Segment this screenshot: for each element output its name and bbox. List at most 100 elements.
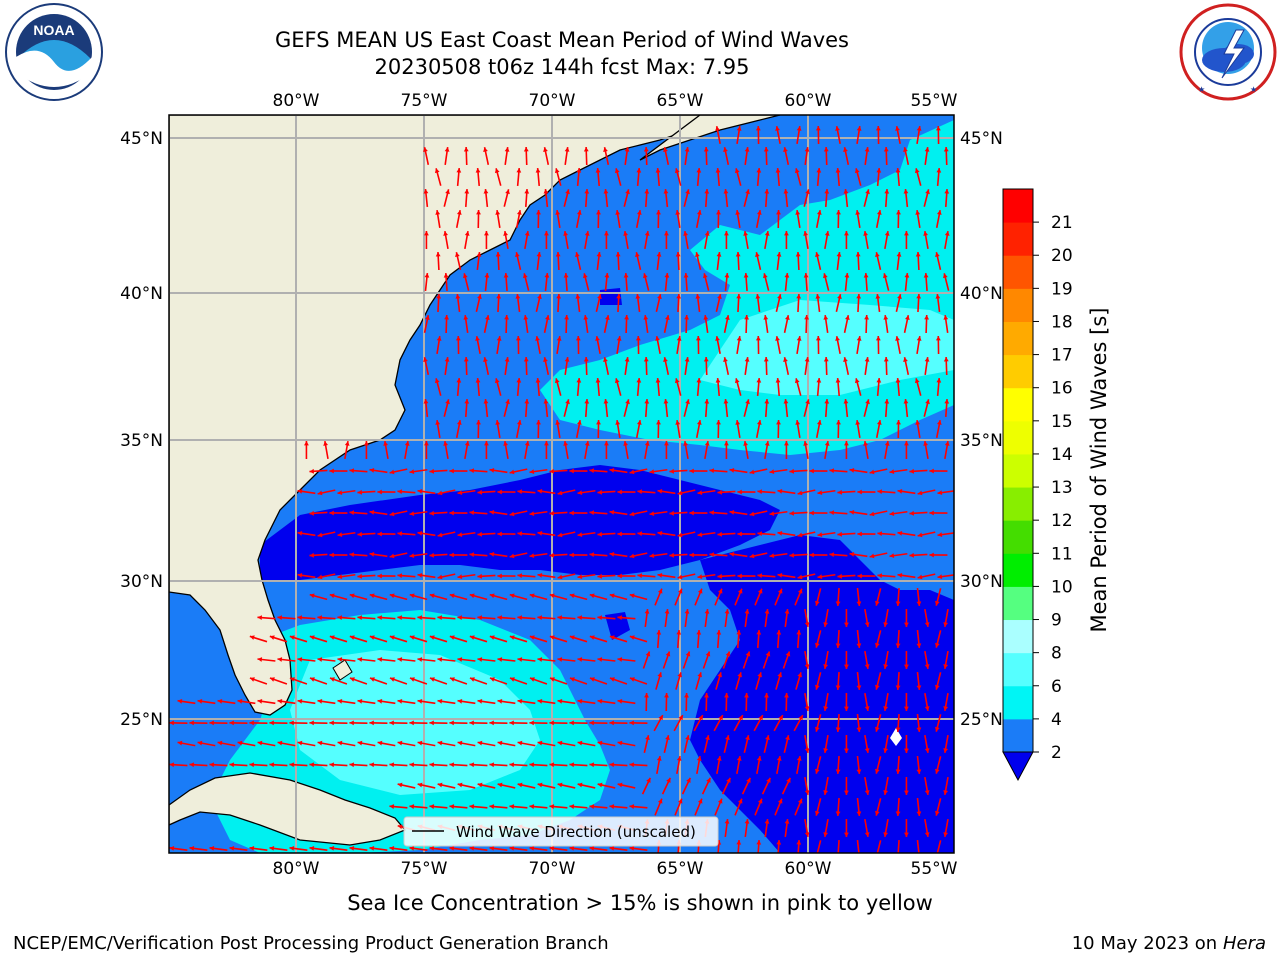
wave-arrow-head (642, 273, 648, 279)
wave-arrow-head (895, 168, 901, 173)
wave-arrow-head (629, 677, 635, 682)
wave-arrow-head (635, 336, 641, 341)
wave-arrow-head (629, 469, 635, 475)
wave-arrow-head (929, 510, 934, 516)
wave-arrow-head (329, 677, 335, 682)
wave-arrow-head (804, 315, 809, 320)
wave-arrow-head (785, 651, 791, 657)
wave-arrow-head (829, 468, 835, 474)
wave-arrow-head (824, 399, 830, 404)
wave-arrow-head (309, 720, 314, 726)
wave-arrow-head (844, 790, 849, 795)
wave-arrow-head (505, 189, 510, 195)
wave-arrow-head (543, 399, 549, 404)
wave-arrow-head (509, 762, 514, 768)
wave-arrow-head (656, 756, 662, 761)
wave-arrow-head (934, 726, 940, 732)
wave-arrow-head (437, 740, 443, 746)
wave-arrow-head (434, 168, 440, 174)
wave-arrow-head (656, 630, 662, 635)
wave-arrow-head (549, 510, 554, 516)
wave-arrow-head (556, 294, 562, 299)
wave-arrow-head (937, 574, 943, 580)
wave-arrow-head (764, 693, 769, 698)
wave-arrow-head (745, 651, 751, 657)
colorbar-tick-label: 6 (1051, 677, 1062, 697)
wave-arrow-head (529, 553, 535, 559)
wave-arrow-head (796, 336, 802, 341)
wave-arrow-head (844, 231, 849, 236)
wave-arrow-head (786, 777, 791, 783)
wave-arrow-head (784, 441, 789, 446)
wave-arrow-head (698, 715, 703, 721)
wave-arrow-head (616, 336, 622, 341)
wave-arrow-head (704, 399, 710, 404)
wave-arrow-head (269, 762, 274, 768)
wave-arrow-head (856, 811, 862, 816)
wave-arrow-head (349, 552, 355, 558)
colorbar-segment (1003, 487, 1033, 521)
colorbar-segment (1003, 652, 1033, 687)
wave-arrow-shaft (856, 839, 860, 853)
wave-arrow-head (349, 510, 355, 516)
wave-arrow-head (763, 315, 769, 320)
wave-arrow-head (449, 720, 454, 726)
wave-arrow-head (715, 378, 721, 383)
wave-arrow-head (777, 798, 783, 804)
wave-arrow-head (496, 336, 502, 341)
wave-arrow-head (603, 147, 608, 152)
wave-arrow-head (629, 635, 635, 640)
wave-arrow-head (835, 643, 841, 648)
colorbar-segment (1003, 288, 1033, 322)
wave-arrow-head (397, 531, 403, 537)
wave-arrow-head (757, 588, 763, 594)
wave-arrow-head (377, 740, 383, 746)
wave-arrow-head (775, 378, 781, 383)
wave-arrow-head (843, 399, 849, 404)
wave-arrow-head (934, 642, 940, 648)
wave-arrow-head (329, 510, 334, 516)
wave-arrow-head (617, 657, 623, 662)
wave-arrow-head (462, 273, 468, 279)
wave-arrow-head (897, 530, 903, 536)
wave-arrow-head (629, 553, 635, 559)
wave-arrow-head (796, 756, 802, 761)
wave-arrow-head (815, 126, 821, 131)
wave-arrow-head (804, 748, 810, 753)
wave-arrow-head (657, 488, 663, 494)
wave-arrow-head (577, 740, 583, 746)
wave-arrow-head (695, 252, 700, 258)
wave-arrow-head (329, 593, 335, 599)
wave-arrow-head (444, 147, 450, 152)
ocean-band-below-2-southeast (690, 535, 954, 853)
wave-arrow-head (798, 715, 803, 721)
wave-arrow-head (377, 489, 382, 495)
lon-tick-bottom: 60°W (785, 859, 832, 879)
wave-arrow-head (437, 615, 443, 621)
wave-arrow-head (509, 846, 515, 851)
wave-arrow-head (863, 441, 868, 446)
wave-arrow-head (349, 846, 355, 851)
wave-arrow-shaft (837, 839, 840, 853)
wave-arrow-head (915, 420, 921, 425)
wave-arrow-head (464, 231, 470, 236)
wave-arrow-head (609, 720, 614, 726)
wave-arrow-head (924, 147, 930, 152)
wave-arrow-head (536, 420, 541, 425)
colorbar-segment (1003, 553, 1033, 587)
wave-arrow-head (756, 210, 762, 215)
wave-arrow-head (649, 511, 655, 517)
wave-arrow-head (935, 126, 941, 131)
wave-arrow-head (777, 530, 783, 536)
wave-arrow-head (429, 510, 434, 516)
colorbar-tick-label: 10 (1051, 577, 1073, 597)
wave-arrow-head (776, 210, 781, 215)
wave-arrow-head (257, 615, 263, 621)
wave-arrow-head (349, 635, 355, 640)
wave-arrow-head (709, 510, 715, 516)
colorbar-tick-label: 9 (1051, 611, 1062, 631)
wave-arrow-head (836, 252, 842, 257)
wave-arrow-head (749, 511, 755, 517)
wave-arrow-head (544, 231, 549, 236)
wave-arrow-head (674, 168, 680, 174)
